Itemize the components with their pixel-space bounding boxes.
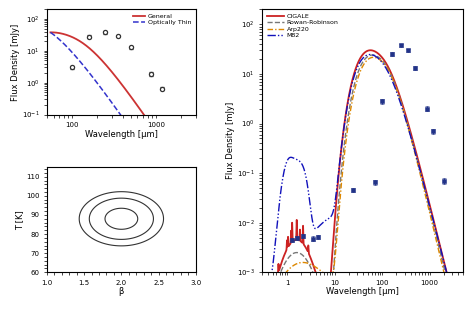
Line: General: General <box>50 32 189 180</box>
CIGALE <box>368 49 373 52</box>
Y-axis label: T [K]: T [K] <box>16 210 24 230</box>
X-axis label: β: β <box>119 287 124 296</box>
Legend: CIGALE, Rowan-Robinson, Arp220, M82: CIGALE, Rowan-Robinson, Arp220, M82 <box>265 13 340 39</box>
Optically Thin <box>140 145 146 149</box>
Line: Rowan-Robinson: Rowan-Robinson <box>261 55 467 313</box>
Line: M82: M82 <box>261 54 467 313</box>
X-axis label: Wavelength [μm]: Wavelength [μm] <box>326 287 399 296</box>
Optically Thin <box>152 162 157 166</box>
M82 <box>268 274 274 278</box>
Optically Thin <box>83 67 89 71</box>
Optically Thin <box>129 129 135 133</box>
CIGALE <box>352 68 358 71</box>
Rowan-Robinson <box>369 53 375 57</box>
Rowan-Robinson <box>358 64 364 67</box>
Legend: General, Optically Thin: General, Optically Thin <box>132 13 193 27</box>
Line: CIGALE: CIGALE <box>261 50 467 313</box>
General <box>130 97 135 100</box>
Line: Arp220: Arp220 <box>261 57 467 313</box>
Y-axis label: Flux Density [mJy]: Flux Density [mJy] <box>11 23 20 100</box>
Rowan-Robinson <box>268 300 274 304</box>
General <box>152 129 158 132</box>
Optically Thin <box>47 30 53 34</box>
Line: Optically Thin: Optically Thin <box>50 32 189 214</box>
General <box>84 44 89 48</box>
Arp220 <box>420 183 426 187</box>
Arp220 <box>370 55 376 59</box>
General <box>141 112 146 116</box>
General <box>72 37 78 40</box>
CIGALE <box>420 177 426 181</box>
Rowan-Robinson <box>352 79 358 82</box>
General <box>47 30 53 34</box>
Optically Thin <box>110 103 116 106</box>
CIGALE <box>358 55 364 59</box>
Y-axis label: Flux Density [mJy]: Flux Density [mJy] <box>227 102 235 179</box>
M82 <box>358 59 364 63</box>
General <box>186 178 192 182</box>
General <box>110 72 116 76</box>
M82 <box>420 179 426 183</box>
Arp220 <box>268 297 274 300</box>
Arp220 <box>358 68 364 72</box>
General <box>49 30 55 34</box>
Rowan-Robinson <box>420 181 426 184</box>
Optically Thin <box>72 54 78 58</box>
X-axis label: Wavelength [μm]: Wavelength [μm] <box>85 130 158 139</box>
M82 <box>367 53 373 56</box>
Arp220 <box>352 85 358 89</box>
CIGALE <box>268 302 274 306</box>
M82 <box>352 70 358 74</box>
Optically Thin <box>186 212 192 216</box>
